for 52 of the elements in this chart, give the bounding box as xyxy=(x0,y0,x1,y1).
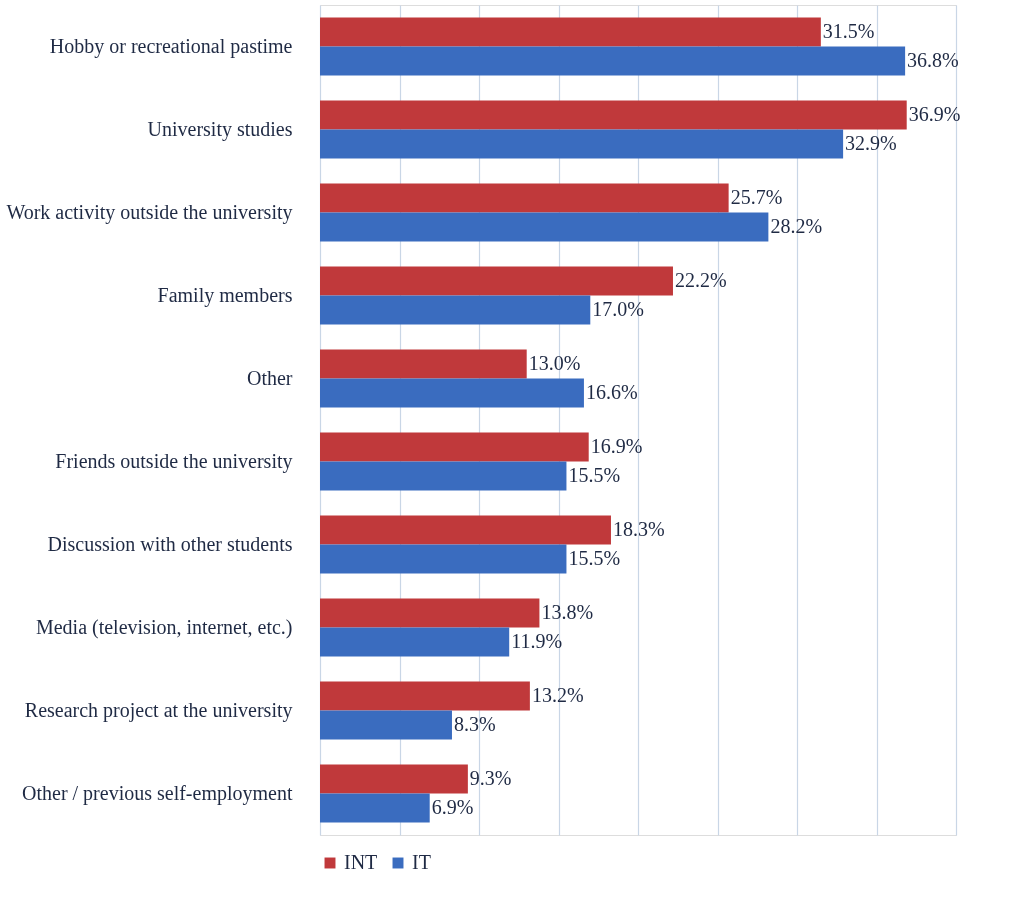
data-label: 25.7% xyxy=(730,185,783,208)
data-label: 22.2% xyxy=(674,268,727,291)
y-tick-label: Media (television, internet, etc.) xyxy=(35,615,293,639)
bar xyxy=(320,627,510,657)
bar xyxy=(320,681,530,711)
bar xyxy=(320,295,591,325)
data-label: 16.9% xyxy=(590,434,643,457)
data-label: 13.0% xyxy=(528,351,581,374)
data-label: 17.0% xyxy=(592,298,644,321)
data-label: 16.6% xyxy=(585,381,638,404)
bar xyxy=(320,266,673,296)
bar xyxy=(320,378,584,408)
y-tick-label: Discussion with other students xyxy=(47,532,293,555)
y-tick-label: Hobby or recreational pastime xyxy=(49,34,293,58)
bar xyxy=(320,17,821,47)
data-label: 11.9% xyxy=(511,630,563,653)
data-label: 18.3% xyxy=(612,517,665,540)
bar xyxy=(320,764,468,794)
data-label: 36.9% xyxy=(908,102,961,125)
data-label: 6.9% xyxy=(431,796,474,819)
data-label: 9.3% xyxy=(469,766,512,789)
bar xyxy=(320,432,589,462)
y-tick-label: Other / previous self-employment xyxy=(22,781,293,805)
bar xyxy=(320,46,906,76)
bar xyxy=(320,598,540,628)
bar xyxy=(320,461,567,491)
y-tick-label: Friends outside the university xyxy=(55,449,293,473)
legend-label: IT xyxy=(412,851,431,873)
data-label: 28.2% xyxy=(770,215,823,238)
data-label: 32.9% xyxy=(845,132,897,155)
bar xyxy=(320,793,430,823)
data-label: 8.3% xyxy=(453,713,496,736)
y-tick-label: University studies xyxy=(147,117,293,141)
data-label: 13.2% xyxy=(531,683,584,706)
data-label: 15.5% xyxy=(568,464,621,487)
bar xyxy=(320,710,452,740)
bar xyxy=(320,129,844,159)
y-tick-label: Work activity outside the university xyxy=(6,200,293,224)
bar xyxy=(320,515,611,545)
bar xyxy=(320,349,527,379)
bar xyxy=(320,212,769,242)
y-tick-label: Research project at the university xyxy=(24,698,293,722)
legend-label: INT xyxy=(344,851,378,873)
bar xyxy=(320,100,907,130)
bar xyxy=(320,183,729,213)
data-label: 31.5% xyxy=(822,19,875,42)
y-tick-label: Family members xyxy=(157,283,293,307)
y-tick-label: Other xyxy=(246,366,293,389)
data-label: 15.5% xyxy=(568,547,621,570)
data-label: 13.8% xyxy=(541,600,594,623)
bar xyxy=(320,544,567,574)
data-label: 36.8% xyxy=(907,49,959,72)
